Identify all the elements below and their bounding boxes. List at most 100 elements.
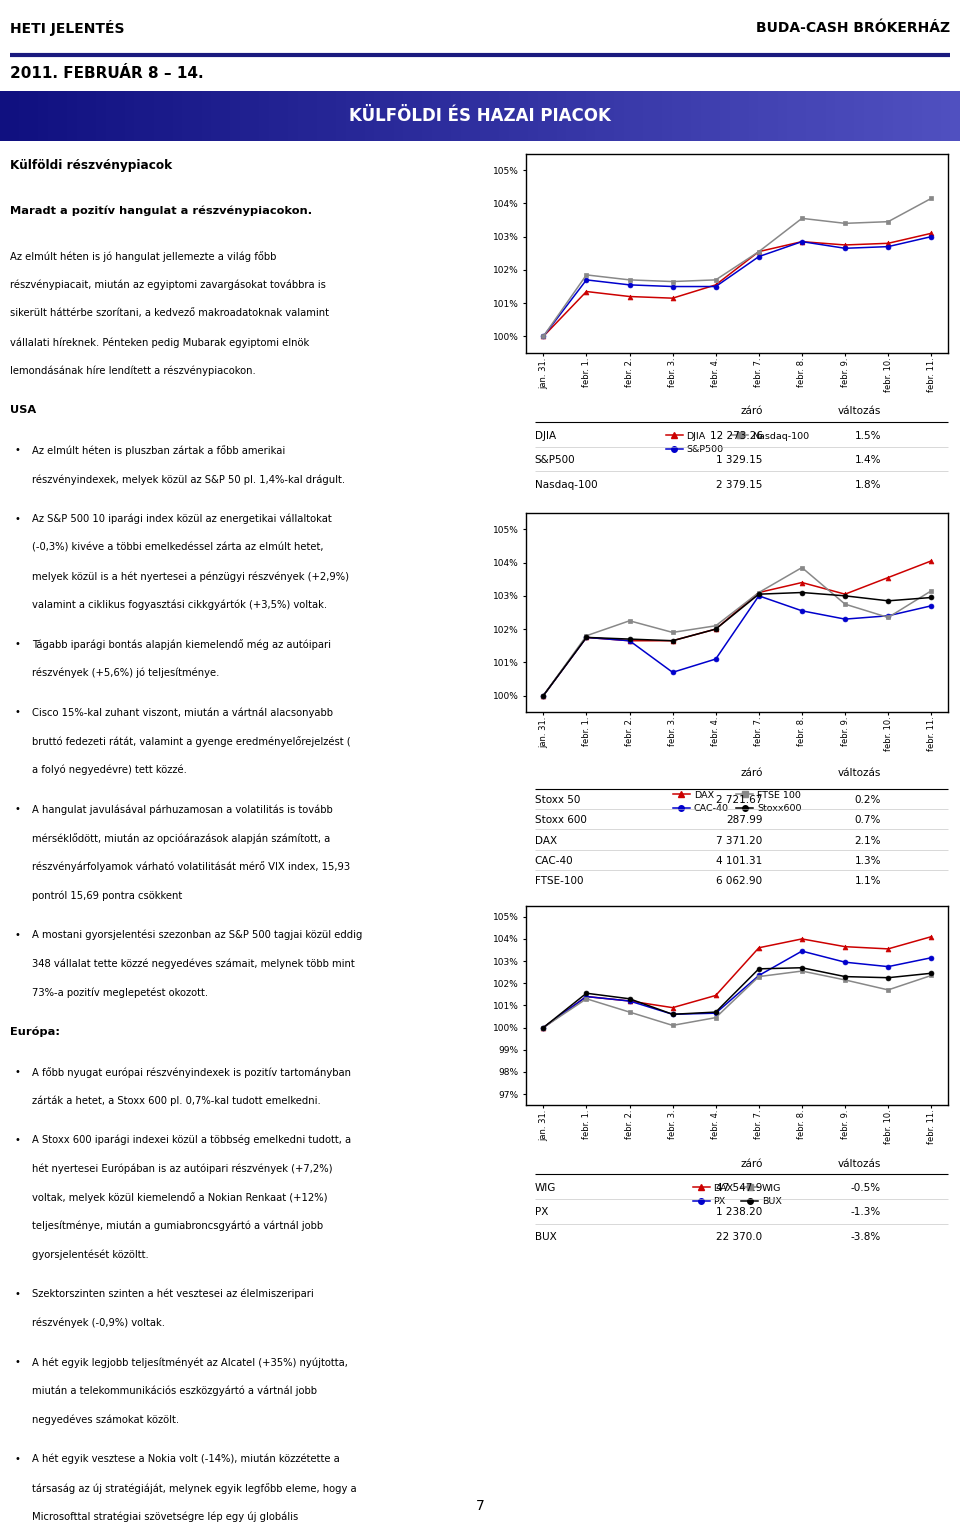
Bar [883, 91, 893, 141]
Bar [77, 91, 86, 141]
Text: részvények (-0,9%) voltak.: részvények (-0,9%) voltak. [33, 1317, 165, 1328]
Text: 47 547.9: 47 547.9 [716, 1183, 762, 1193]
Bar [595, 91, 605, 141]
Text: 7 371.20: 7 371.20 [716, 835, 762, 846]
Bar [634, 91, 643, 141]
Legend: DAX, CAC-40, FTSE 100, Stoxx600: DAX, CAC-40, FTSE 100, Stoxx600 [669, 787, 805, 817]
Text: változás: változás [837, 1159, 881, 1168]
Text: 7: 7 [475, 1498, 485, 1514]
Bar [0, 91, 10, 141]
Bar [432, 91, 442, 141]
Bar [259, 91, 269, 141]
Bar [902, 91, 912, 141]
Bar [374, 91, 384, 141]
Bar [950, 91, 960, 141]
Text: Nasdaq-100: Nasdaq-100 [535, 480, 597, 490]
Bar [58, 91, 67, 141]
Bar [240, 91, 250, 141]
Bar [518, 91, 528, 141]
Text: •: • [14, 708, 20, 717]
Text: a folyó negyedévre) tett közzé.: a folyó negyedévre) tett közzé. [33, 764, 187, 775]
Bar [134, 91, 144, 141]
Bar [115, 91, 125, 141]
Bar [461, 91, 470, 141]
Bar [182, 91, 192, 141]
Bar [19, 91, 29, 141]
Text: A hét egyik legjobb teljesítményét az Alcatel (+35%) nyújtotta,: A hét egyik legjobb teljesítményét az Al… [33, 1357, 348, 1368]
Text: Az elmúlt héten is pluszban zártak a főbb amerikai: Az elmúlt héten is pluszban zártak a főb… [33, 445, 285, 456]
Text: részvényindexek, melyek közül az S&P 50 pl. 1,4%-kal drágult.: részvényindexek, melyek közül az S&P 50 … [33, 474, 346, 485]
Text: 2 721.67: 2 721.67 [716, 795, 762, 804]
Text: A főbb nyugat európai részvényindexek is pozitív tartományban: A főbb nyugat európai részvényindexek is… [33, 1067, 351, 1078]
Text: 287.99: 287.99 [726, 815, 762, 826]
Text: S&P500: S&P500 [535, 456, 575, 465]
Text: Európa:: Európa: [10, 1027, 60, 1038]
Bar [442, 91, 451, 141]
Text: (-0,3%) kivéve a többi emelkedéssel zárta az elmúlt hetet,: (-0,3%) kivéve a többi emelkedéssel zárt… [33, 542, 324, 553]
Legend: DAX, PX, WIG, BUX: DAX, PX, WIG, BUX [689, 1180, 785, 1210]
Bar [806, 91, 816, 141]
Bar [720, 91, 730, 141]
Text: A hangulat javulásával párhuzamosan a volatilitás is tovább: A hangulat javulásával párhuzamosan a vo… [33, 804, 333, 815]
Text: -0.5%: -0.5% [851, 1183, 881, 1193]
Bar [163, 91, 173, 141]
Text: 1 238.20: 1 238.20 [716, 1208, 762, 1217]
Bar [269, 91, 278, 141]
Text: USA: USA [10, 405, 36, 416]
Text: Maradt a pozitív hangulat a részvénypiacokon.: Maradt a pozitív hangulat a részvénypiac… [10, 206, 312, 215]
Bar [557, 91, 566, 141]
Text: •: • [14, 1289, 20, 1299]
Bar [768, 91, 778, 141]
Text: teljesítménye, miután a gumiabroncsgyártó a vártnál jobb: teljesítménye, miután a gumiabroncsgyárt… [33, 1220, 324, 1231]
Bar [893, 91, 902, 141]
Text: 12 273.26: 12 273.26 [709, 431, 762, 441]
Text: 1 329.15: 1 329.15 [716, 456, 762, 465]
Bar [298, 91, 307, 141]
Text: társaság az új stratégiáját, melynek egyik legfőbb eleme, hogy a: társaság az új stratégiáját, melynek egy… [33, 1483, 357, 1494]
Bar [864, 91, 874, 141]
Text: •: • [14, 445, 20, 456]
Bar [643, 91, 653, 141]
Bar [394, 91, 403, 141]
Bar [614, 91, 624, 141]
Bar [509, 91, 518, 141]
Text: Külföldi részvénypiacok: Külföldi részvénypiacok [10, 160, 172, 172]
Text: CAC-40: CAC-40 [535, 857, 573, 866]
Text: 1.8%: 1.8% [854, 480, 881, 490]
Text: Szektorszinten szinten a hét vesztesei az élelmiszeripari: Szektorszinten szinten a hét vesztesei a… [33, 1289, 314, 1300]
Bar [96, 91, 106, 141]
Bar [413, 91, 422, 141]
Text: 1.1%: 1.1% [854, 876, 881, 886]
Bar [710, 91, 720, 141]
Text: -3.8%: -3.8% [851, 1233, 881, 1242]
Bar [874, 91, 883, 141]
Bar [624, 91, 634, 141]
Bar [576, 91, 586, 141]
Bar [67, 91, 77, 141]
Text: záró: záró [740, 768, 762, 778]
Text: 6 062.90: 6 062.90 [716, 876, 762, 886]
Bar [422, 91, 432, 141]
Bar [48, 91, 58, 141]
Bar [586, 91, 595, 141]
Legend: DJIA, S&P500, Nasdaq-100: DJIA, S&P500, Nasdaq-100 [661, 428, 813, 457]
Bar [221, 91, 230, 141]
Bar [202, 91, 211, 141]
Text: 1.4%: 1.4% [854, 456, 881, 465]
Bar [288, 91, 298, 141]
Bar [451, 91, 461, 141]
Bar [336, 91, 346, 141]
Text: DAX: DAX [535, 835, 557, 846]
Bar [653, 91, 662, 141]
Text: miután a telekommunikációs eszközgyártó a vártnál jobb: miután a telekommunikációs eszközgyártó … [33, 1386, 317, 1397]
Text: pontról 15,69 pontra csökkent: pontról 15,69 pontra csökkent [33, 890, 182, 901]
Bar [86, 91, 96, 141]
Text: záró: záró [740, 1159, 762, 1168]
Text: 22 370.0: 22 370.0 [716, 1233, 762, 1242]
Text: 0.7%: 0.7% [854, 815, 881, 826]
Text: A mostani gyorsjelentési szezonban az S&P 500 tagjai közül eddig: A mostani gyorsjelentési szezonban az S&… [33, 930, 363, 939]
Text: melyek közül is a hét nyertesei a pénzügyi részvények (+2,9%): melyek közül is a hét nyertesei a pénzüg… [33, 571, 349, 582]
Text: sikerült háttérbe szorítani, a kedvező makroadatoknak valamint: sikerült háttérbe szorítani, a kedvező m… [10, 309, 328, 318]
Text: Stoxx 50: Stoxx 50 [535, 795, 580, 804]
Text: Microsofttal stratégiai szövetségre lép egy új globális: Microsofttal stratégiai szövetségre lép … [33, 1512, 299, 1521]
